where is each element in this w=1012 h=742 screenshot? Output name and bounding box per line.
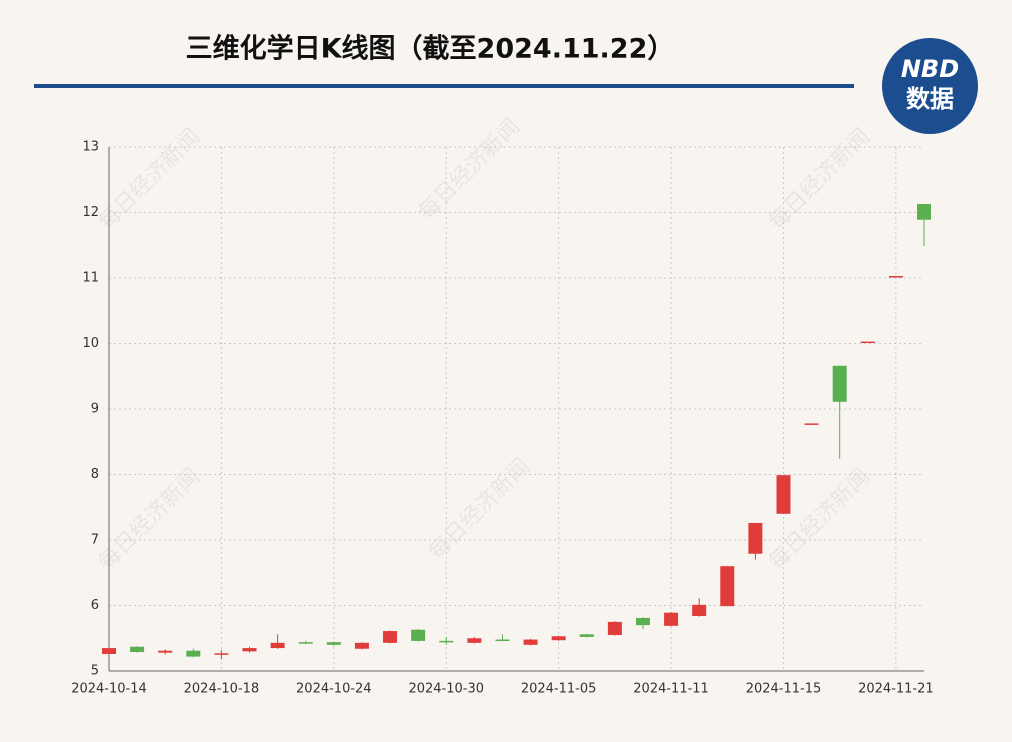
x-tick-label: 2024-10-30 [408, 682, 484, 697]
y-tick-label: 9 [91, 402, 99, 417]
candle-body [326, 642, 341, 645]
watermark: 每日经济新闻 [94, 464, 205, 575]
y-tick-label: 10 [82, 336, 99, 351]
x-tick-label: 2024-11-11 [633, 682, 709, 697]
candle-body [354, 642, 369, 649]
candle-body [551, 636, 566, 641]
candle-body [214, 653, 229, 655]
candle-body [130, 646, 145, 653]
candle-body [692, 604, 707, 616]
y-tick-label: 6 [91, 598, 99, 613]
x-tick-label: 2024-11-15 [746, 682, 822, 697]
watermark: 每日经济新闻 [424, 454, 535, 565]
candle-body [917, 203, 931, 220]
y-tick-label: 11 [82, 271, 99, 286]
candle-body [298, 642, 313, 644]
candle-body [888, 276, 903, 278]
y-tick-label: 8 [91, 467, 99, 482]
watermark: 每日经济新闻 [414, 114, 525, 225]
chart-title: 三维化学日K线图（截至2024.11.22） [186, 33, 675, 65]
x-tick-label: 2024-11-05 [521, 682, 597, 697]
x-tick-label: 2024-11-21 [858, 682, 934, 697]
candle-body [158, 650, 173, 653]
y-tick-label: 12 [82, 205, 99, 220]
logo-top: NBD [901, 55, 959, 83]
x-tick-label: 2024-10-14 [71, 682, 147, 697]
candle-body [635, 617, 650, 626]
candle-body [411, 629, 426, 641]
x-tick-label: 2024-10-24 [296, 682, 372, 697]
candle-body [495, 639, 510, 642]
candle-body [720, 566, 735, 607]
candle-body [579, 634, 594, 637]
candle-body [748, 522, 763, 554]
candle-body [186, 650, 201, 657]
y-tick-label: 13 [82, 140, 99, 155]
watermark: 每日经济新闻 [94, 124, 205, 235]
logo-bottom: 数据 [906, 85, 954, 113]
candle-body [832, 365, 847, 402]
candle-body [439, 640, 454, 643]
watermark: 每日经济新闻 [764, 124, 875, 235]
candle-body [270, 642, 285, 649]
logo [882, 38, 978, 134]
candle-body [102, 648, 116, 654]
title-rule [34, 84, 854, 88]
candle-body [242, 648, 257, 652]
candle-body [664, 612, 679, 626]
candle-body [776, 475, 791, 514]
x-tick-label: 2024-10-18 [184, 682, 260, 697]
candle-body [383, 631, 398, 643]
y-tick-label: 5 [91, 664, 99, 679]
candle-body [607, 621, 622, 635]
y-tick-label: 7 [91, 533, 99, 548]
candle-body [467, 638, 482, 643]
candle-body [860, 341, 875, 344]
candle-body [804, 423, 819, 425]
candle-body [523, 639, 538, 645]
